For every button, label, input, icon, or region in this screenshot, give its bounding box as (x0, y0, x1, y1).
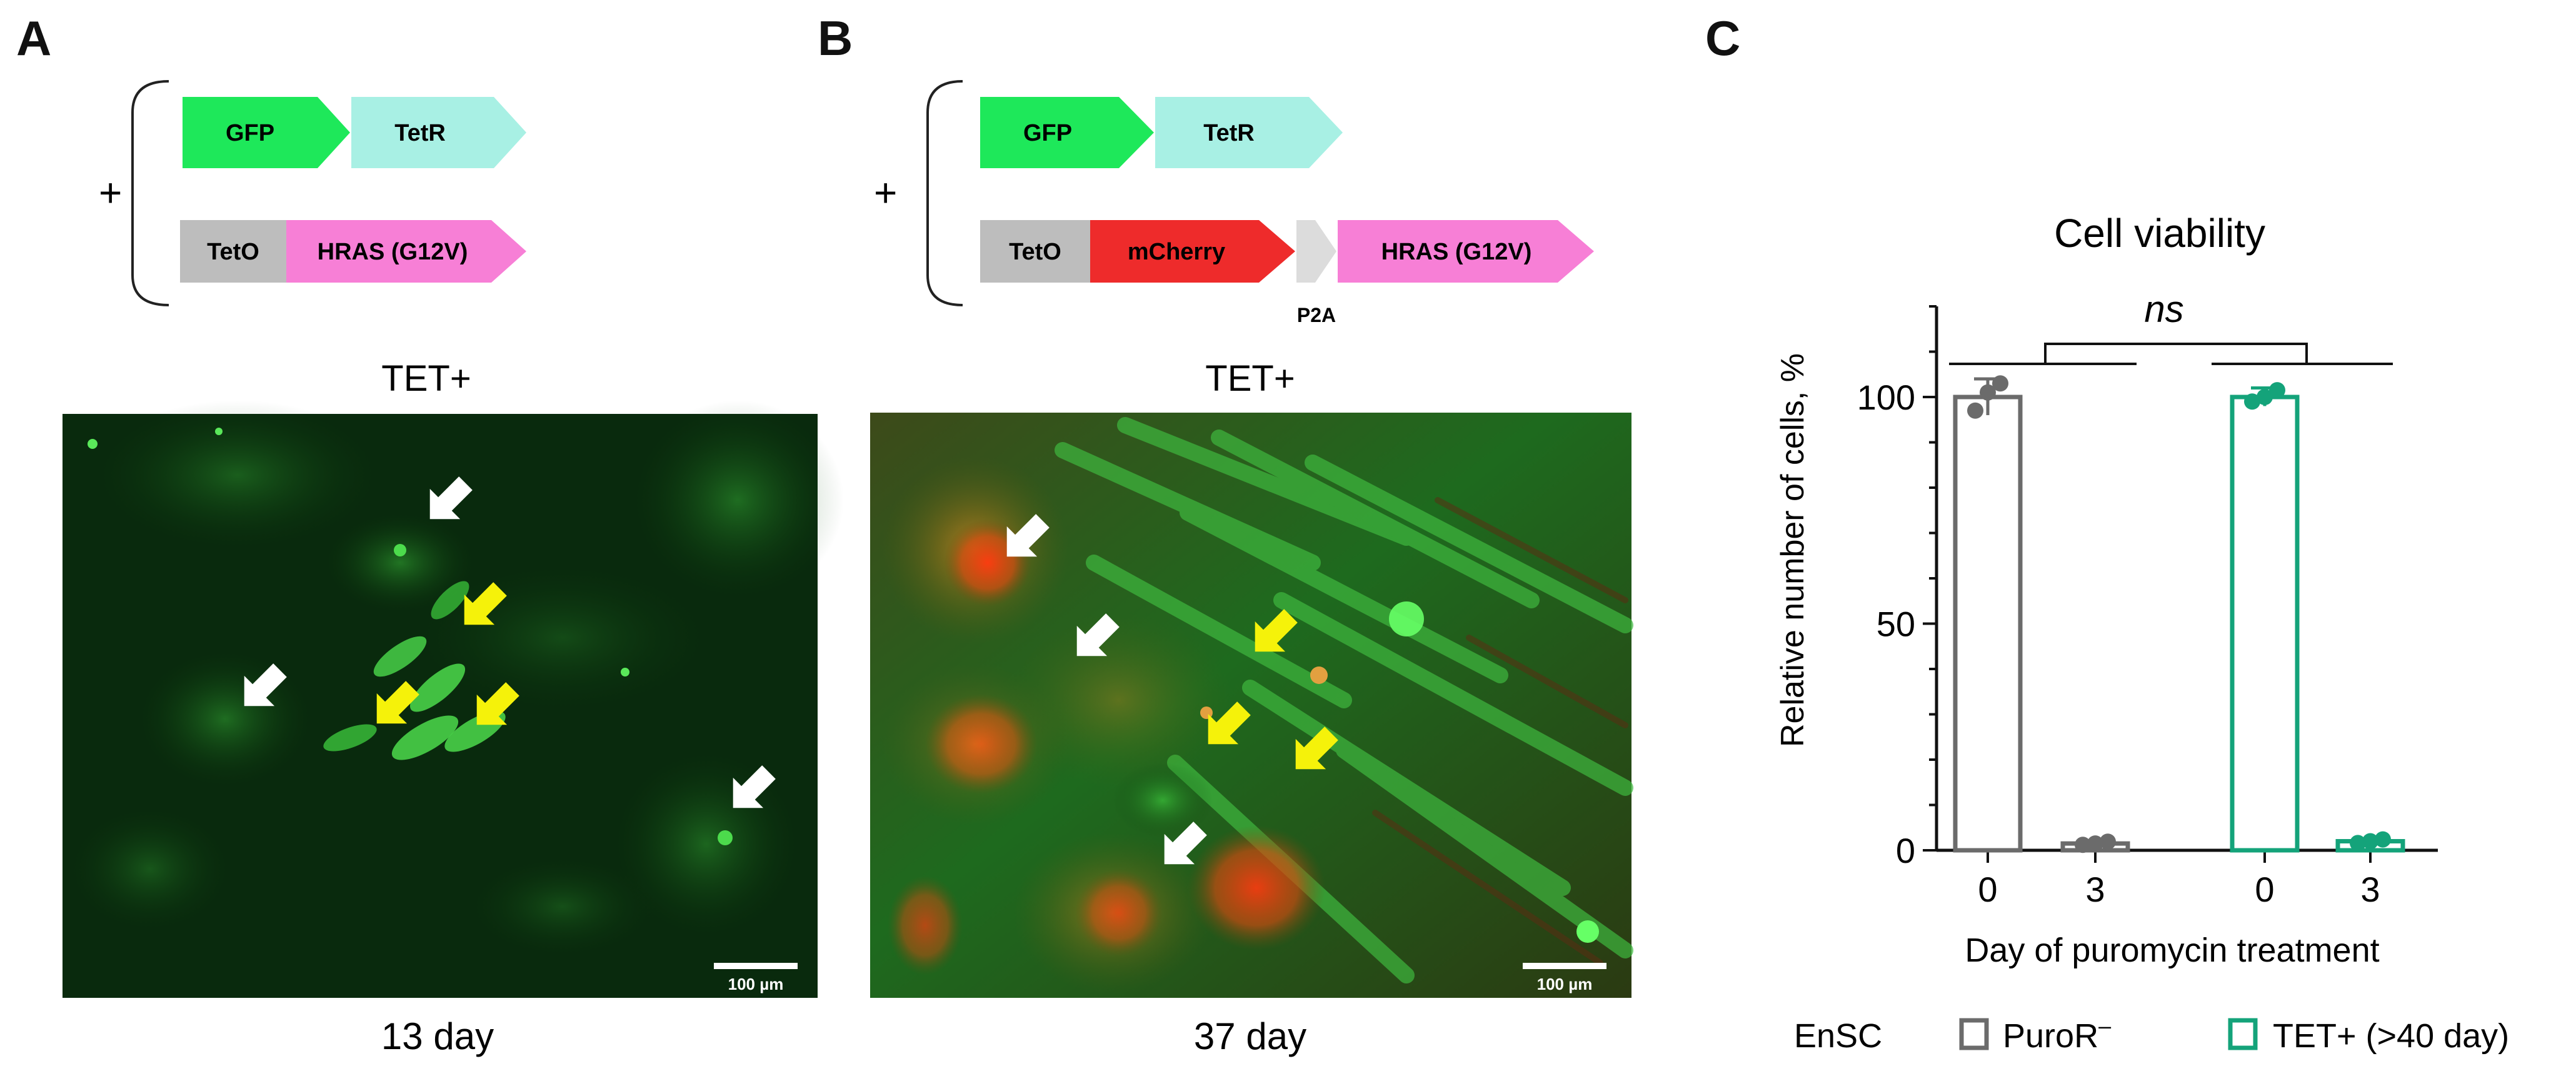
scale-bar-label-b: 100 µm (1537, 975, 1593, 993)
x-tick-label: 0 (1978, 870, 1997, 909)
micrograph-b: 100 µm (870, 413, 1633, 998)
legend-label-puro: PuroR– (2003, 1013, 2111, 1055)
gfp-arrow (183, 97, 350, 168)
yellow-arrow-icon (476, 682, 519, 725)
caption-b: 37 day (1194, 1015, 1306, 1057)
condition-label-a: TET+ (381, 358, 471, 399)
data-point (2075, 837, 2091, 853)
data-point (1980, 384, 1996, 401)
significance-bracket: ns (1949, 288, 2393, 365)
gfp-label: GFP (226, 120, 274, 146)
white-arrow-icon (1076, 613, 1120, 656)
mcherry-label: mCherry (1128, 239, 1225, 265)
chart-axes: 0 50 100 0 3 0 3 (1857, 305, 2438, 909)
data-point (2362, 833, 2378, 850)
chart-points (1967, 375, 2391, 853)
legend-swatch-puro (1959, 1018, 1989, 1050)
yellow-arrow-icon (376, 681, 419, 724)
micrograph-a: 100 µm (63, 400, 844, 998)
data-point (2350, 835, 2366, 852)
data-point (1967, 402, 1983, 419)
bar-puro-day0 (1953, 395, 2023, 853)
x-axis-label: Day of puromycin treatment (1965, 932, 2379, 969)
y-tick-label: 0 (1896, 831, 1915, 870)
legend-label-tet: TET+ (>40 day) (2273, 1017, 2509, 1055)
data-point (2257, 389, 2273, 405)
scale-bar-label-a: 100 µm (728, 975, 784, 993)
teto-label: TetO (1009, 239, 1061, 265)
data-point (2100, 833, 2116, 850)
legend-title: EnSC (1794, 1017, 1882, 1055)
plus-sign-b: + (874, 170, 897, 215)
y-tick-label: 100 (1857, 378, 1915, 417)
chart-panel-c: Cell viability Relative number of cells,… (1775, 211, 2509, 1055)
chart-bars (1953, 377, 2405, 853)
gfp-arrow (980, 97, 1154, 168)
chart-legend: EnSC PuroR– TET+ (>40 day) (1794, 1013, 2509, 1055)
panel-letter-c: C (1705, 11, 1741, 66)
white-arrow-icon (733, 765, 776, 808)
plus-sign-a: + (99, 170, 122, 215)
mcherry-arrow (1090, 220, 1295, 283)
data-point (2244, 393, 2260, 410)
construct-row2-a: TetO HRAS (G12V) (180, 220, 526, 283)
gfp-label: GFP (1023, 120, 1072, 146)
x-tick-label: 3 (2360, 870, 2380, 909)
panel-letter-a: A (16, 11, 52, 66)
tetr-arrow (351, 97, 526, 168)
white-arrow-icon (1006, 514, 1050, 557)
scale-bar-a (714, 963, 798, 969)
x-tick-label: 0 (2255, 870, 2274, 909)
teto-label: TetO (207, 239, 259, 265)
tetr-arrow (1155, 97, 1343, 168)
yellow-arrow-icon (1208, 701, 1251, 745)
hras-label: HRAS (G12V) (1381, 239, 1532, 265)
y-tick-label: 50 (1877, 605, 1915, 644)
hras-label: HRAS (G12V) (318, 239, 468, 265)
white-arrow-icon (429, 476, 473, 520)
significance-label: ns (2144, 288, 2183, 330)
hras-arrow (286, 220, 526, 283)
caption-a: 13 day (381, 1015, 494, 1057)
chart-title: Cell viability (2054, 211, 2265, 256)
p2a-arrow (1296, 220, 1336, 283)
tetr-label: TetR (394, 120, 446, 146)
data-point (2375, 831, 2391, 848)
white-arrow-icon (244, 663, 287, 706)
legend-swatch-tet (2228, 1018, 2258, 1050)
white-arrow-icon (1164, 822, 1207, 865)
construct-row1-b: GFP TetR (980, 97, 1343, 168)
condition-label-b: TET+ (1205, 358, 1295, 399)
hras-arrow (1338, 220, 1594, 283)
data-point (2087, 835, 2103, 852)
data-point (2269, 382, 2285, 399)
data-point (1992, 375, 2008, 392)
yellow-arrow-icon (464, 582, 507, 625)
yellow-arrow-icon (1295, 727, 1338, 770)
bracket-b (926, 80, 963, 306)
panel-letter-b: B (818, 11, 853, 66)
teto-box (180, 220, 286, 283)
y-axis-label: Relative number of cells, % (1775, 353, 1811, 747)
scale-bar-b (1523, 963, 1606, 969)
panel-b: + GFP TetR TetO mCherry HRAS (G12V) P2A … (870, 80, 1633, 1057)
panel-a: + GFP TetR TetO HRAS (G12V) TET+ (63, 80, 844, 1057)
sig-bracket (2044, 343, 2308, 364)
p2a-label: P2A (1297, 304, 1336, 326)
bar-tet-day0 (2230, 395, 2300, 853)
bracket-a (131, 80, 169, 306)
construct-row2-b: TetO mCherry HRAS (G12V) P2A (980, 220, 1594, 326)
x-tick-label: 3 (2085, 870, 2105, 909)
construct-row1-a: GFP TetR (183, 97, 526, 168)
tetr-label: TetR (1203, 120, 1255, 146)
teto-box (980, 220, 1090, 283)
yellow-arrow-icon (1255, 609, 1298, 652)
